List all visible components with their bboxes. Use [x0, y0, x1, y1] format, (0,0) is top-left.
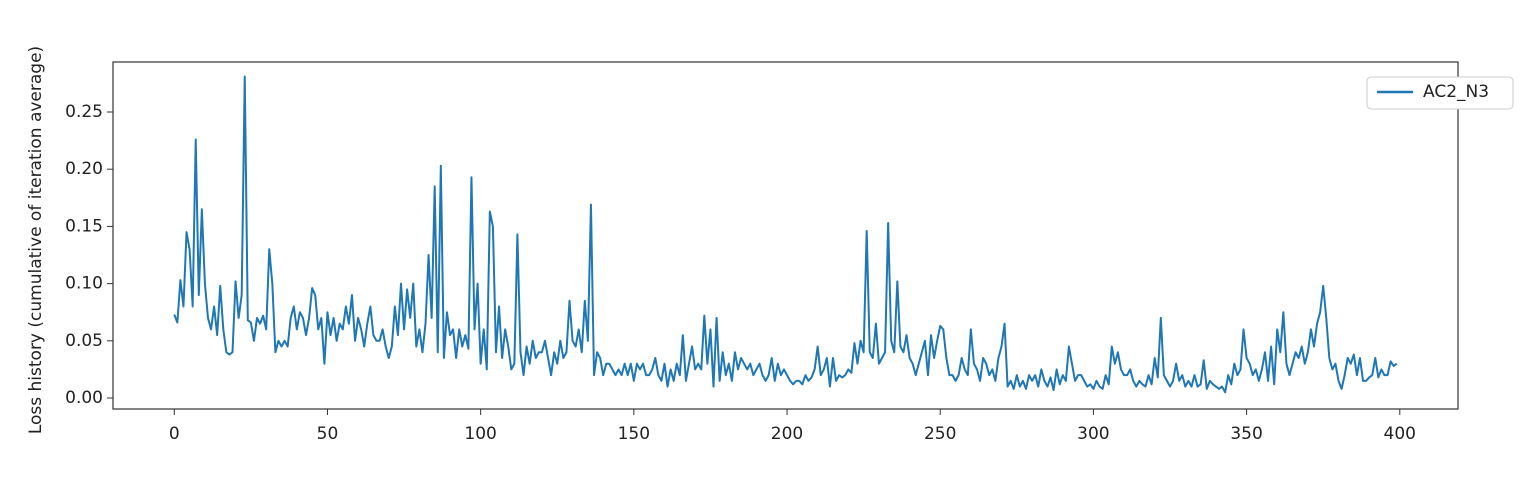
x-tick-label: 350	[1230, 424, 1262, 444]
legend-box	[1366, 76, 1514, 110]
x-tick-label: 250	[924, 424, 956, 444]
x-tick-label: 50	[317, 424, 339, 444]
y-tick-label: 0.00	[65, 388, 103, 408]
x-tick-label: 400	[1384, 424, 1416, 444]
y-axis-label: Loss history (cumulative of iteration av…	[26, 46, 46, 434]
line-series	[173, 75, 1398, 394]
y-tick-label: 0.10	[65, 274, 103, 294]
y-tick-label: 0.15	[65, 216, 103, 236]
y-tick-label: 0.25	[65, 102, 103, 122]
x-tick-label: 0	[169, 424, 180, 444]
x-tick-label: 100	[464, 424, 496, 444]
legend-label: AC2_N3	[1423, 82, 1489, 102]
y-tick-label: 0.20	[65, 159, 103, 179]
x-tick-label: 300	[1077, 424, 1109, 444]
x-tick-label: 150	[618, 424, 650, 444]
legend: AC2_N3	[1366, 76, 1514, 110]
plot-frame	[112, 61, 1459, 410]
x-tick-label: 200	[771, 424, 803, 444]
y-tick-label: 0.05	[65, 331, 103, 351]
